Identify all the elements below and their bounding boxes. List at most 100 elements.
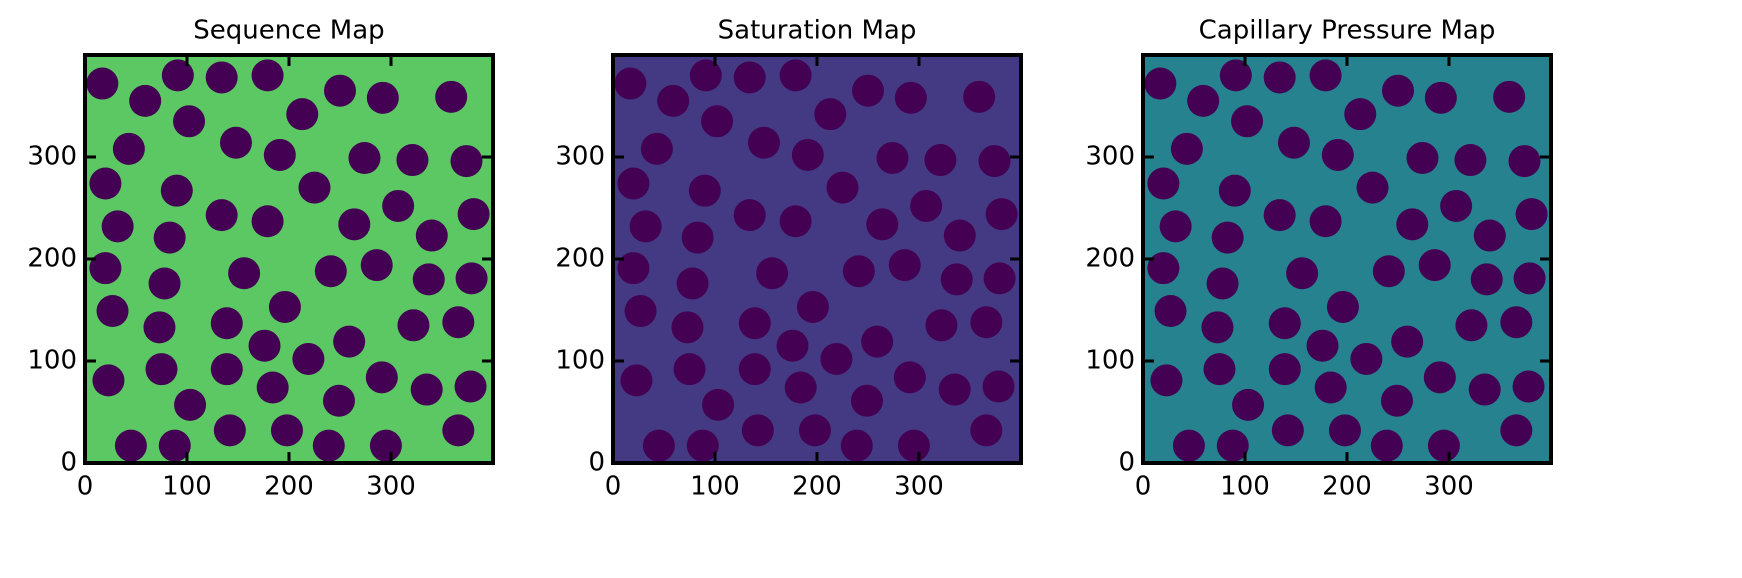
particle [1309,205,1342,238]
particle [96,295,129,328]
particle [820,342,853,375]
particle [410,373,443,406]
particle [876,142,909,175]
x-tick-label: 0 [77,472,94,502]
particle [642,429,675,462]
particle [338,208,371,241]
particle [129,84,162,117]
particle [1309,59,1342,92]
particle [1455,309,1488,342]
particle [866,208,899,241]
particle [1321,138,1354,171]
y-tick-label: 200 [555,244,605,274]
particle [396,144,429,177]
particle [1211,221,1244,254]
particle [970,306,1003,339]
particle [733,61,766,94]
particle [158,429,191,462]
particle [1147,167,1180,200]
particle [676,267,709,300]
particle [1170,132,1203,165]
chart-title: Saturation Map [718,16,917,46]
particle [701,105,734,138]
particle [640,132,673,165]
particle [1423,361,1456,394]
particle [415,219,448,252]
particle [925,309,958,342]
particle [210,353,243,386]
particle [1159,210,1192,243]
particle [985,198,1018,231]
particle [1424,81,1457,114]
particle [826,171,859,204]
particle [1396,208,1429,241]
particle [268,290,301,323]
particle [620,364,653,397]
particle [733,199,766,232]
particle [978,145,1011,178]
particle [747,126,780,159]
y-tick-label: 100 [555,346,605,376]
y-tick-label: 0 [60,448,77,478]
particle [366,81,399,114]
y-tick-label: 100 [1085,346,1135,376]
particle [671,311,704,344]
particle [1440,189,1473,222]
x-tick-label: 300 [1424,472,1474,502]
particle [970,414,1003,447]
particle [1206,267,1239,300]
plot-area [613,55,1021,463]
x-tick-label: 300 [894,472,944,502]
particle [1508,145,1541,178]
particle [333,325,366,358]
particle [798,414,831,447]
particle [324,74,356,107]
chart-title: Capillary Pressure Map [1199,16,1496,46]
y-tick-label: 300 [27,142,77,172]
particle [174,388,207,421]
particle [689,59,722,92]
particle [963,80,996,113]
particle [89,167,122,200]
x-tick-label: 100 [162,472,212,502]
particle [1370,429,1403,462]
particle [89,252,122,285]
y-tick-label: 100 [27,346,77,376]
particle [143,311,176,344]
particle [314,255,347,288]
particle [382,189,415,222]
particle [1263,61,1296,94]
particle [1468,373,1501,406]
particle [983,262,1016,295]
particle [1231,105,1264,138]
particle [397,309,430,342]
particle [673,353,706,386]
particle [1314,371,1347,404]
particle [1150,364,1183,397]
particle [454,370,487,403]
particle [779,205,812,238]
particle [1500,414,1533,447]
particle [756,257,789,290]
particle [270,414,303,447]
particle [160,174,193,207]
particle [457,198,490,231]
particle [1232,388,1265,421]
particle [153,221,186,254]
particle [779,59,812,92]
particle [251,59,284,92]
particle [1216,429,1249,462]
particle [86,67,119,100]
particle [442,414,475,447]
particle [776,329,809,362]
y-tick-label: 0 [1118,448,1135,478]
particle [1512,370,1545,403]
particle [982,370,1015,403]
particle [1356,171,1389,204]
particle [1271,414,1304,447]
x-tick-label: 0 [1135,472,1152,502]
particle [412,263,445,296]
y-tick-label: 200 [1085,244,1135,274]
